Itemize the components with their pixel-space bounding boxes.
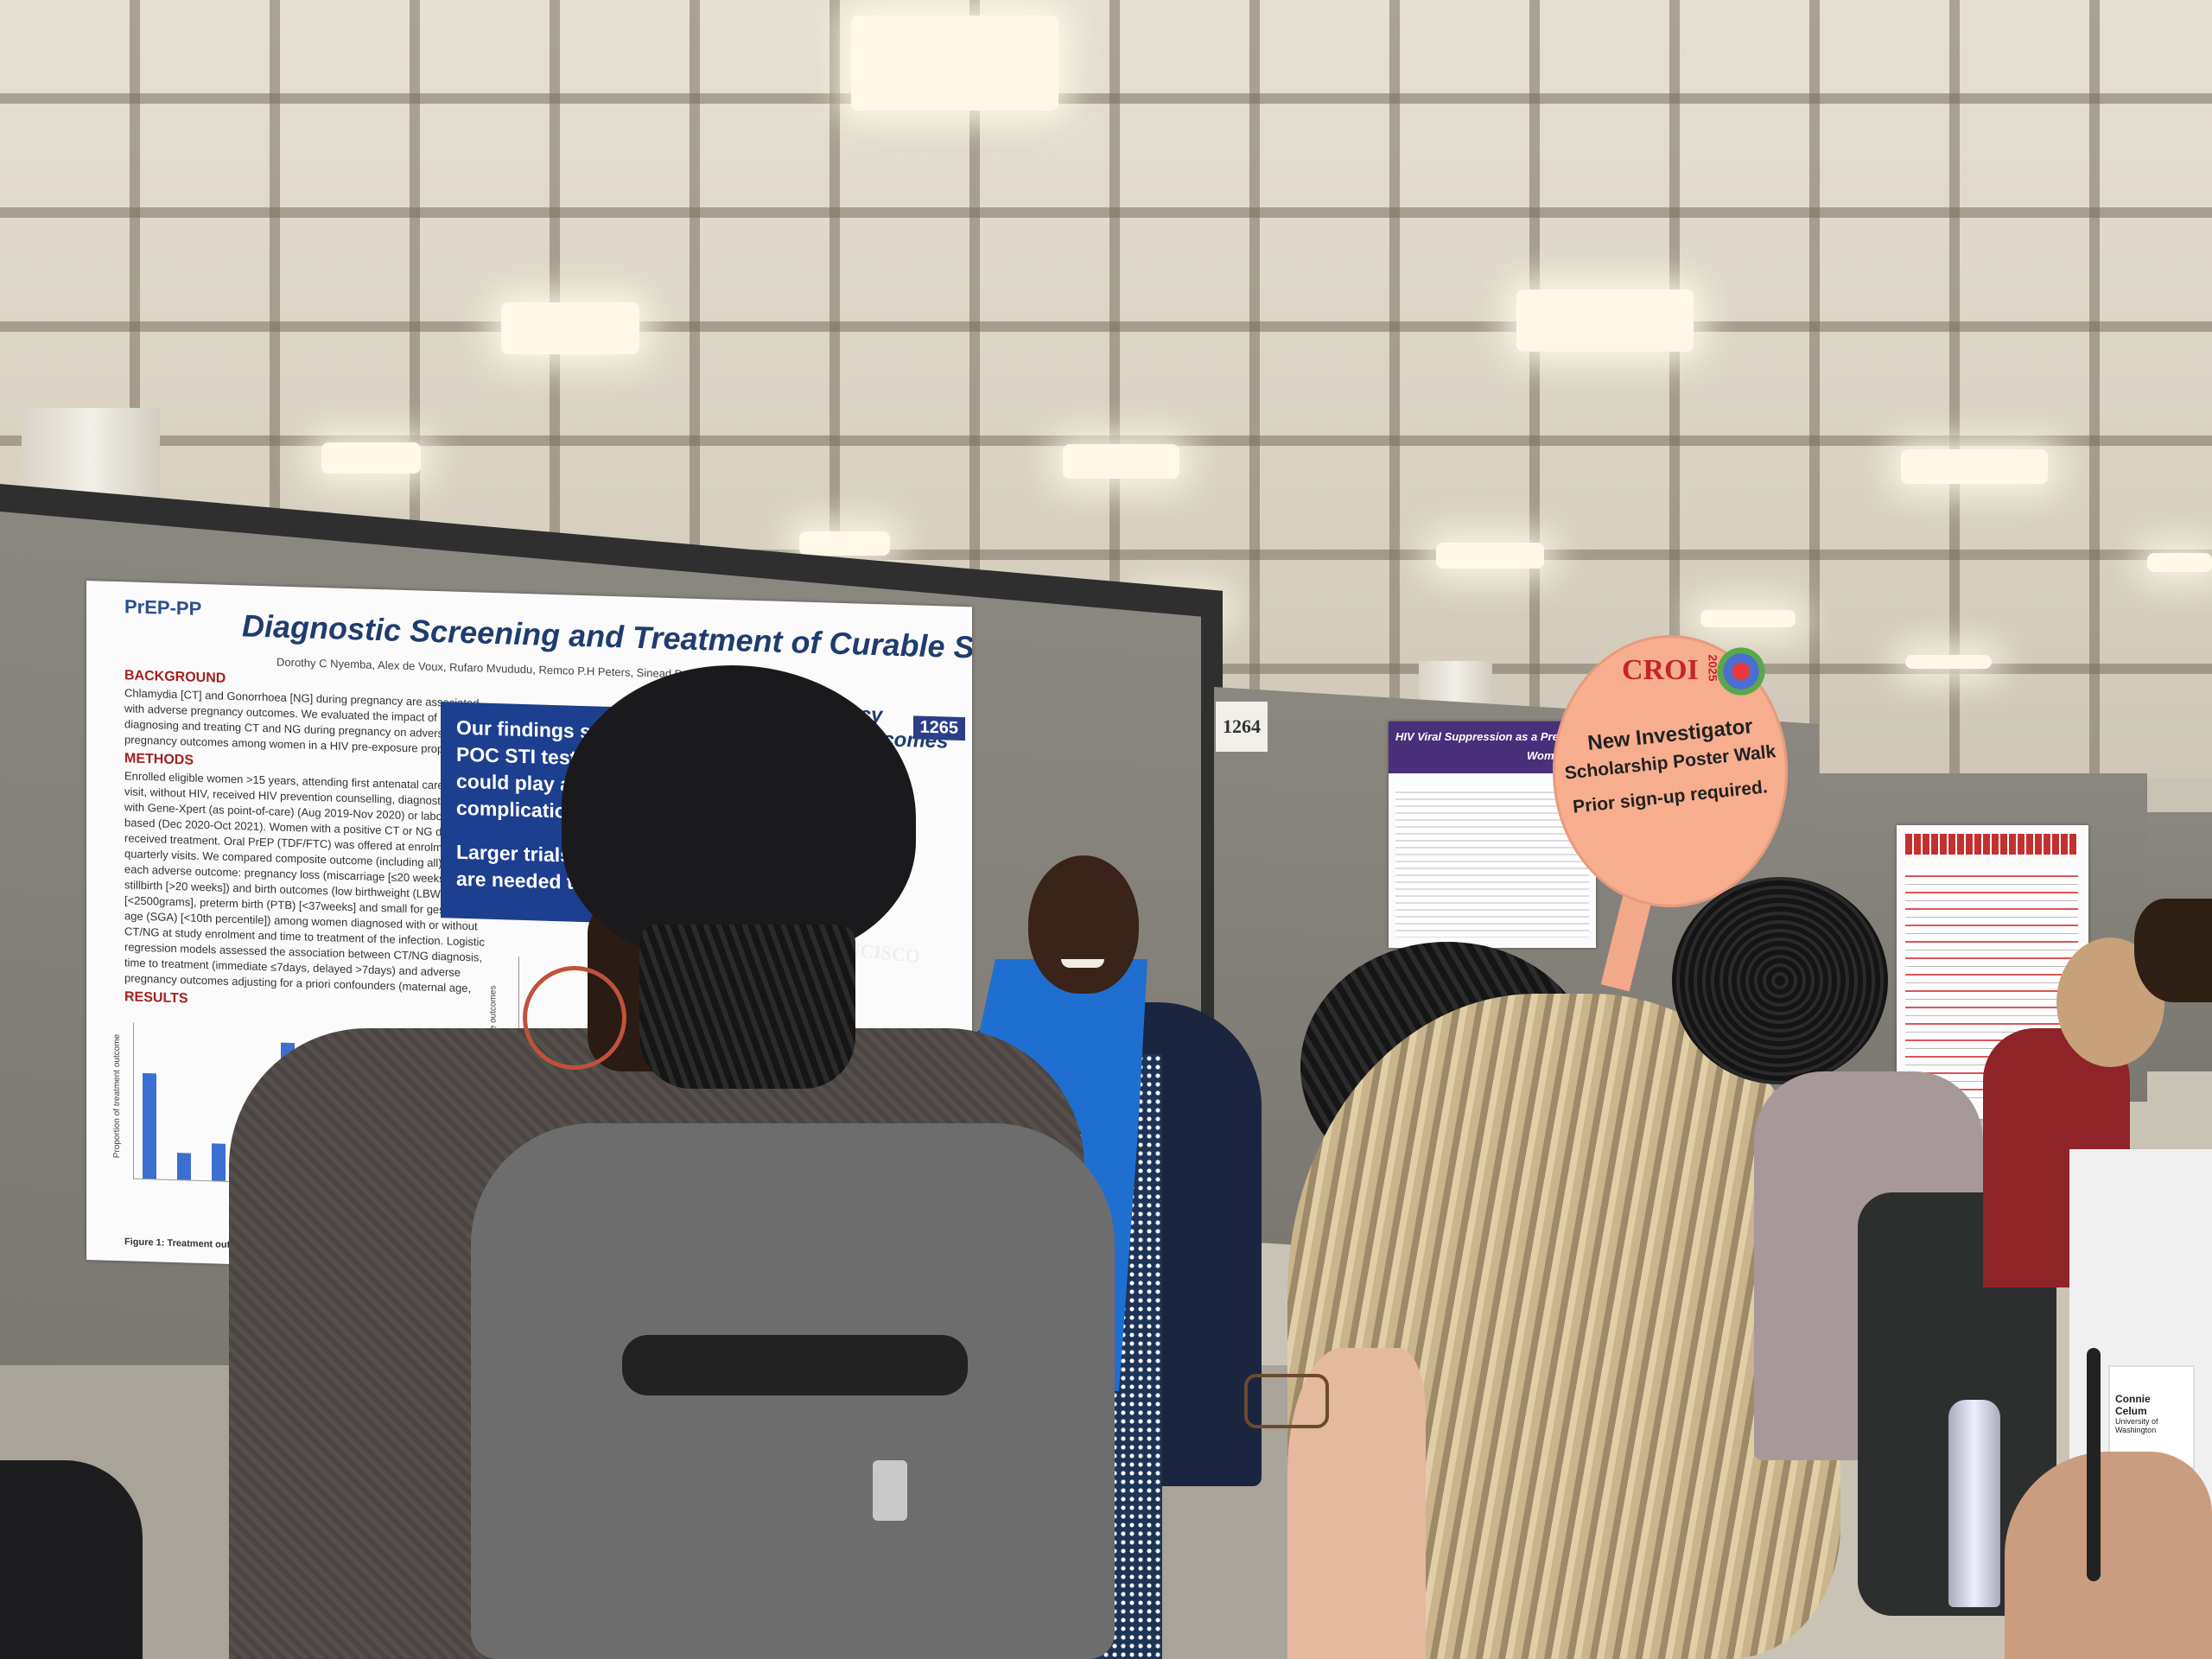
- zipper-pull-icon: [873, 1460, 907, 1521]
- badge-affiliation: University of Washington: [2115, 1417, 2158, 1434]
- ceiling-light: [501, 302, 639, 354]
- attendee-beard: [2134, 899, 2212, 1002]
- poster-number: 1265: [912, 715, 965, 741]
- poster-chart-bar: [212, 1143, 226, 1181]
- section-heading-background: BACKGROUND: [124, 668, 226, 686]
- section-heading-methods: METHODS: [124, 751, 194, 768]
- ceiling-light: [321, 442, 421, 474]
- presenter-smile: [1061, 959, 1104, 968]
- water-bottle: [1948, 1400, 2000, 1607]
- attendee-left-edge: [0, 1460, 143, 1659]
- ceiling-light: [799, 531, 890, 556]
- eyeglasses: [1244, 1374, 1329, 1428]
- braided-hair: [639, 925, 855, 1089]
- hoop-earring: [523, 966, 626, 1070]
- section-heading-results: RESULTS: [124, 989, 188, 1007]
- poster-chart-bar: [177, 1153, 191, 1180]
- presenter-face: [1028, 855, 1139, 994]
- poster-right-title: [1905, 834, 2078, 855]
- hand-with-pen: [2005, 1452, 2212, 1659]
- poster-middle-body: [1395, 786, 1589, 938]
- ceiling-light: [1063, 444, 1179, 479]
- virus-icon: [1710, 647, 1772, 696]
- ceiling-light: [1436, 543, 1544, 569]
- poster-logo: PrEP-PP: [124, 595, 202, 620]
- attendee-face-profile: [1287, 1348, 1426, 1659]
- chart-axis-label: Proportion of treatment outcome: [112, 1033, 123, 1159]
- badge-name: Connie Celum: [2115, 1393, 2151, 1417]
- ceiling-light: [2147, 553, 2212, 572]
- ceiling-light: [1901, 449, 2048, 484]
- pen: [2087, 1348, 2101, 1581]
- board-number-sign: 1264: [1216, 702, 1268, 752]
- ceiling-light: [1516, 289, 1694, 352]
- background-text: Chlamydia [CT] and Gonorrhoea [NG] durin…: [124, 686, 479, 757]
- ceiling-light: [1905, 655, 1992, 669]
- paddle-sign: CROI 2025 New Investigator Scholarship P…: [1553, 635, 1788, 907]
- croi-logo: CROI: [1622, 654, 1699, 686]
- attendee-curly-hair: [1672, 877, 1888, 1084]
- backpack-handle: [622, 1335, 968, 1395]
- baseball-cap: [562, 665, 916, 959]
- poster-middle-title: HIV Viral Suppression as a Predictor of …: [1395, 730, 1594, 743]
- poster-chart-bar: [143, 1072, 156, 1179]
- ceiling-light: [1700, 610, 1796, 627]
- methods-text: Enrolled eligible women >15 years, atten…: [124, 769, 485, 995]
- ceiling-light: [851, 16, 1058, 111]
